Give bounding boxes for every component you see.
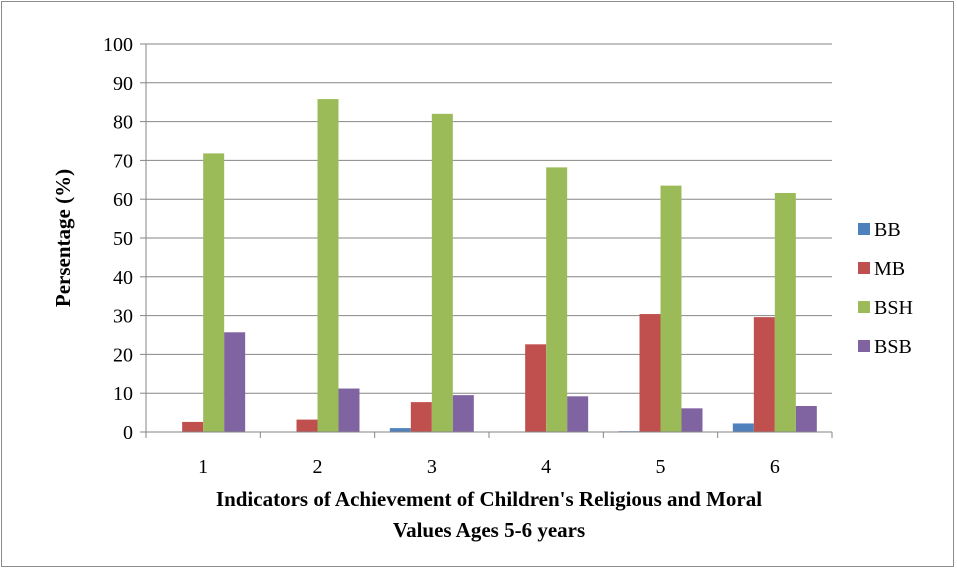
legend-label-mb: MB xyxy=(874,258,905,280)
y-tick-label: 100 xyxy=(103,34,133,56)
bar-bsb-5 xyxy=(681,408,703,432)
bar-mb-3 xyxy=(410,402,432,432)
y-tick-label: 60 xyxy=(113,189,133,211)
axes xyxy=(140,43,833,438)
y-axis-title: Persentage (%) xyxy=(51,169,75,307)
y-tick-label: 10 xyxy=(113,383,133,405)
y-tick-label: 90 xyxy=(113,73,133,95)
x-tick-label: 5 xyxy=(656,456,666,478)
bar-bb-3 xyxy=(389,428,411,432)
bar-bsh-1 xyxy=(203,153,225,432)
y-tick-label: 50 xyxy=(113,228,133,250)
legend: BB MB BSH BSB xyxy=(858,219,913,358)
bar-mb-2 xyxy=(296,419,318,432)
y-tick-label: 20 xyxy=(113,344,133,366)
legend-swatch-bsb xyxy=(858,340,870,352)
y-tick-label: 30 xyxy=(113,306,133,328)
bar-bsh-3 xyxy=(431,113,453,432)
y-tick-label: 80 xyxy=(113,112,133,134)
legend-swatch-bsh xyxy=(858,301,870,313)
bar-bsh-6 xyxy=(774,192,796,432)
gridlines xyxy=(146,43,832,394)
x-axis-title-line-2: Values Ages 5-6 years xyxy=(393,518,585,542)
x-axis-title-line-1: Indicators of Achievement of Children's … xyxy=(216,487,762,511)
y-tick-label: 70 xyxy=(113,150,133,172)
bar-bsh-2 xyxy=(317,99,339,432)
bar-bsb-3 xyxy=(452,395,474,432)
legend-swatch-mb xyxy=(858,262,870,274)
bar-bsh-5 xyxy=(660,185,682,432)
bars xyxy=(182,99,817,432)
x-tick-labels: 1 2 3 4 5 6 xyxy=(198,456,780,478)
x-tick-label: 2 xyxy=(313,456,323,478)
bar-bsb-2 xyxy=(338,388,360,432)
y-tick-label: 0 xyxy=(123,422,133,444)
x-tick-label: 6 xyxy=(770,456,780,478)
bar-bsh-4 xyxy=(546,167,568,432)
x-tick-label: 4 xyxy=(541,456,551,478)
legend-label-bsh: BSH xyxy=(874,297,913,319)
y-tick-labels: 0 10 20 30 40 50 60 70 80 90 100 xyxy=(103,34,133,444)
bar-mb-4 xyxy=(525,344,547,432)
x-tick-label: 1 xyxy=(198,456,208,478)
bar-mb-5 xyxy=(639,314,661,432)
legend-swatch-bb xyxy=(858,223,870,235)
bar-mb-6 xyxy=(753,317,775,432)
bar-bsb-1 xyxy=(224,332,246,432)
bar-bb-6 xyxy=(732,423,754,432)
bar-bsb-6 xyxy=(795,406,817,432)
legend-label-bsb: BSB xyxy=(874,336,912,358)
x-tick-label: 3 xyxy=(427,456,437,478)
bar-bsb-4 xyxy=(567,396,589,432)
y-tick-label: 40 xyxy=(113,267,133,289)
legend-label-bb: BB xyxy=(874,219,901,241)
bar-mb-1 xyxy=(182,421,204,432)
